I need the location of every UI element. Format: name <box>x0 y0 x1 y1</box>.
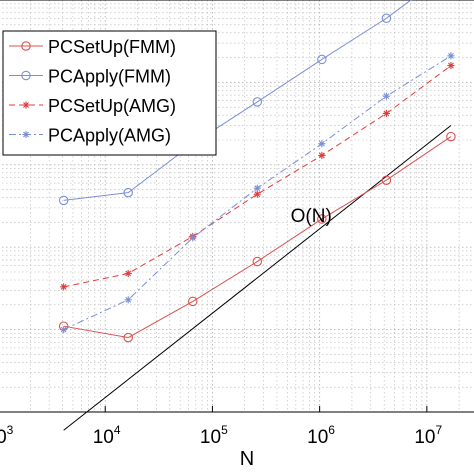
legend-box <box>2 30 217 156</box>
legend-label-2: PCSetUp(AMG) <box>48 96 176 116</box>
legend-label-0: PCSetUp(FMM) <box>48 37 176 57</box>
x-tick-label: 104 <box>93 423 121 448</box>
marker-stroke <box>318 152 325 159</box>
data-point-marker <box>382 92 390 100</box>
marker-stroke <box>448 62 454 69</box>
x-axis-label: N <box>240 448 254 470</box>
data-point-marker <box>447 61 455 70</box>
x-tick-label: 103 <box>0 423 14 448</box>
data-point-marker <box>446 131 456 142</box>
data-point-marker <box>447 52 455 60</box>
marker-stroke <box>125 296 132 303</box>
marker-stroke <box>23 131 29 138</box>
data-point-marker <box>124 296 132 304</box>
reference-line-o-n <box>63 125 452 431</box>
data-point-marker <box>22 130 30 139</box>
data-point-marker <box>317 54 327 65</box>
x-tick-labels: 103 104 105 106 107 <box>0 406 442 448</box>
data-point-marker <box>318 140 326 148</box>
marker-stroke <box>448 52 454 59</box>
marker-stroke <box>189 234 196 241</box>
legend: PCSetUp(FMM) PCApply(FMM) PCSetUp(AMG) PCAp… <box>2 30 217 156</box>
series-layer <box>58 0 456 431</box>
data-point-marker <box>124 269 132 278</box>
data-point-marker <box>381 175 392 185</box>
data-point-marker <box>382 109 390 118</box>
data-point-marker <box>22 101 30 109</box>
data-point-marker <box>58 195 69 206</box>
legend-label-3: PCApply(AMG) <box>48 126 171 146</box>
marker-stroke <box>254 185 261 192</box>
data-point-marker <box>253 190 261 198</box>
data-point-marker <box>253 184 261 192</box>
data-point-marker <box>123 332 133 343</box>
series-line-0 <box>63 136 452 339</box>
data-point-marker <box>187 296 198 307</box>
marker-stroke <box>383 93 390 100</box>
x-tick-label: 105 <box>200 423 228 448</box>
marker-stroke <box>383 110 390 117</box>
x-tick-label: 106 <box>307 423 335 448</box>
marker-stroke <box>318 140 325 147</box>
data-point-marker <box>252 256 263 267</box>
data-point-marker <box>60 283 68 291</box>
marker-stroke <box>23 102 29 108</box>
data-point-marker <box>318 151 326 160</box>
data-point-marker <box>21 70 31 81</box>
data-point-marker <box>60 326 68 334</box>
data-point-marker <box>189 234 197 242</box>
data-point-marker <box>21 41 31 51</box>
marker-stroke <box>60 283 67 290</box>
marker-stroke <box>60 326 67 333</box>
annotation-o-n: O(N) <box>291 206 332 227</box>
series-line-1 <box>63 0 412 201</box>
legend-label-1: PCApply(FMM) <box>48 67 171 87</box>
marker-stroke <box>254 191 261 198</box>
data-point-marker <box>123 187 133 198</box>
data-point-marker <box>381 13 392 24</box>
marker-stroke <box>125 270 132 277</box>
data-point-marker <box>252 97 263 107</box>
axes-box <box>0 0 474 413</box>
data-point-marker <box>317 214 327 224</box>
x-tick-label: 107 <box>414 423 442 448</box>
